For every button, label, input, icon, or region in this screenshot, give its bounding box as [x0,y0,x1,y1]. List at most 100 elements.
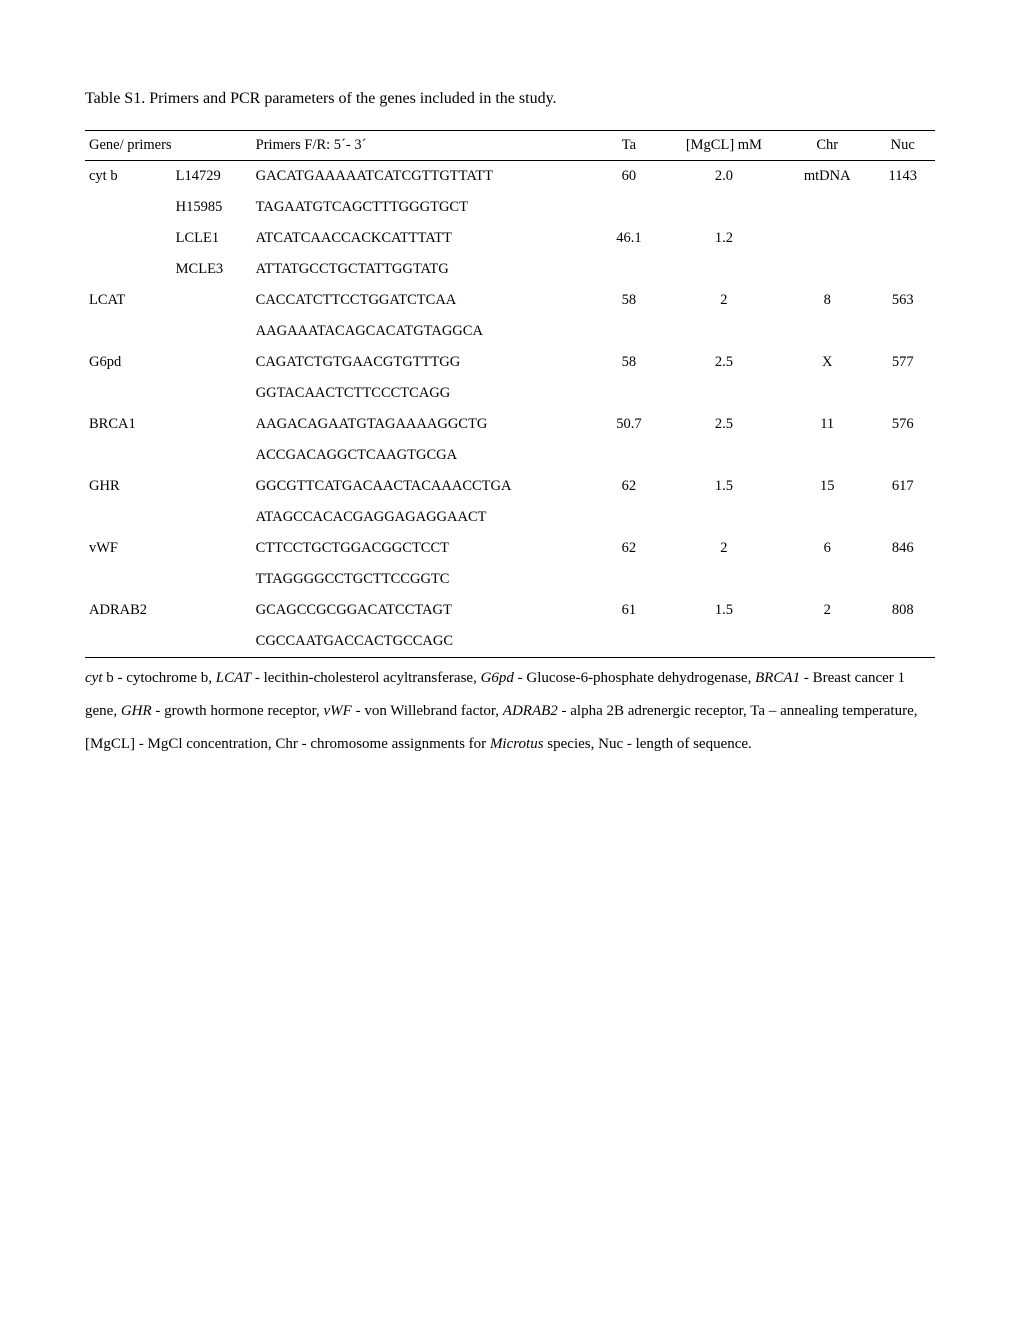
cell-mg: 2.0 [664,161,784,193]
cell-primer [172,409,252,440]
footnote-text: - Glucose-6-phosphate dehydrogenase, [514,670,755,686]
footnote-gene: BRCA1 [755,670,800,686]
cell-chr [784,626,871,658]
cell-mg: 1.2 [664,223,784,254]
table-row: GGTACAACTCTTCCCTCAGG [85,378,935,409]
header-gene: Gene/ primers [85,131,252,161]
cell-ta [594,440,664,471]
cell-chr: 6 [784,533,871,564]
cell-ta: 58 [594,285,664,316]
cell-ta: 60 [594,161,664,193]
cell-primer [172,471,252,502]
cell-chr: 11 [784,409,871,440]
cell-chr: 15 [784,471,871,502]
cell-nuc [871,254,935,285]
footnote-text: - von Willebrand factor, [352,703,503,719]
cell-seq: CACCATCTTCCTGGATCTCAA [252,285,594,316]
cell-mg: 2.5 [664,347,784,378]
cell-gene [85,254,172,285]
footnote-text: - growth hormone receptor, [152,703,324,719]
cell-seq: GGTACAACTCTTCCCTCAGG [252,378,594,409]
footnote-gene: GHR [121,703,152,719]
cell-gene: BRCA1 [85,409,172,440]
footnote-gene: ADRAB2 [503,703,558,719]
table-row: G6pdCAGATCTGTGAACGTGTTTGG582.5X577 [85,347,935,378]
cell-nuc [871,564,935,595]
cell-seq: AAGAAATACAGCACATGTAGGCA [252,316,594,347]
cell-primer [172,564,252,595]
primers-table: Gene/ primers Primers F/R: 5´- 3´ Ta [Mg… [85,130,935,658]
cell-ta [594,564,664,595]
cell-gene [85,626,172,658]
cell-mg [664,378,784,409]
table-row: cyt bL14729GACATGAAAAATCATCGTTGTTATT602.… [85,161,935,193]
cell-mg [664,192,784,223]
cell-seq: ATTATGCCTGCTATTGGTATG [252,254,594,285]
cell-gene [85,192,172,223]
cell-gene: cyt b [85,161,172,193]
footnote-text: - lecithin-cholesterol acyltransferase, [251,670,480,686]
cell-nuc: 577 [871,347,935,378]
cell-nuc [871,626,935,658]
header-seq: Primers F/R: 5´- 3´ [252,131,594,161]
cell-mg [664,564,784,595]
cell-ta: 50.7 [594,409,664,440]
cell-primer [172,533,252,564]
footnote-text: b - cytochrome b, [102,670,215,686]
cell-nuc [871,316,935,347]
cell-gene [85,440,172,471]
cell-ta: 62 [594,471,664,502]
table-row: GHRGGCGTTCATGACAACTACAAACCTGA621.515617 [85,471,935,502]
cell-primer: H15985 [172,192,252,223]
cell-gene: GHR [85,471,172,502]
table-footnote: cyt b - cytochrome b, LCAT - lecithin-ch… [85,662,935,761]
cell-primer [172,440,252,471]
footnote-gene: LCAT [216,670,251,686]
cell-seq: GGCGTTCATGACAACTACAAACCTGA [252,471,594,502]
cell-gene: LCAT [85,285,172,316]
cell-chr [784,378,871,409]
cell-gene [85,502,172,533]
cell-ta: 58 [594,347,664,378]
cell-primer [172,285,252,316]
cell-ta [594,192,664,223]
cell-seq: CGCCAATGACCACTGCCAGC [252,626,594,658]
cell-chr: 2 [784,595,871,626]
cell-mg: 2 [664,533,784,564]
table-row: TTAGGGGCCTGCTTCCGGTC [85,564,935,595]
cell-chr [784,316,871,347]
table-row: BRCA1AAGACAGAATGTAGAAAAGGCTG50.72.511576 [85,409,935,440]
cell-chr [784,192,871,223]
cell-nuc: 576 [871,409,935,440]
cell-mg: 2 [664,285,784,316]
cell-ta [594,254,664,285]
cell-gene [85,564,172,595]
cell-seq: GCAGCCGCGGACATCCTAGT [252,595,594,626]
cell-chr [784,502,871,533]
footnote-text: species, Nuc - length of sequence. [544,736,752,752]
cell-primer: MCLE3 [172,254,252,285]
cell-mg: 1.5 [664,595,784,626]
cell-primer [172,316,252,347]
footnote-gene: Microtus [490,736,544,752]
cell-nuc: 846 [871,533,935,564]
cell-chr [784,564,871,595]
header-chr: Chr [784,131,871,161]
cell-gene: ADRAB2 [85,595,172,626]
cell-nuc: 617 [871,471,935,502]
cell-primer [172,595,252,626]
cell-mg [664,440,784,471]
cell-chr [784,223,871,254]
table-row: H15985TAGAATGTCAGCTTTGGGTGCT [85,192,935,223]
cell-nuc: 563 [871,285,935,316]
cell-chr: mtDNA [784,161,871,193]
header-mg: [MgCL] mM [664,131,784,161]
table-row: AAGAAATACAGCACATGTAGGCA [85,316,935,347]
cell-mg: 2.5 [664,409,784,440]
footnote-gene: G6pd [481,670,514,686]
cell-seq: ATCATCAACCACKCATTTATT [252,223,594,254]
header-ta: Ta [594,131,664,161]
cell-primer: LCLE1 [172,223,252,254]
cell-nuc [871,378,935,409]
header-nuc: Nuc [871,131,935,161]
